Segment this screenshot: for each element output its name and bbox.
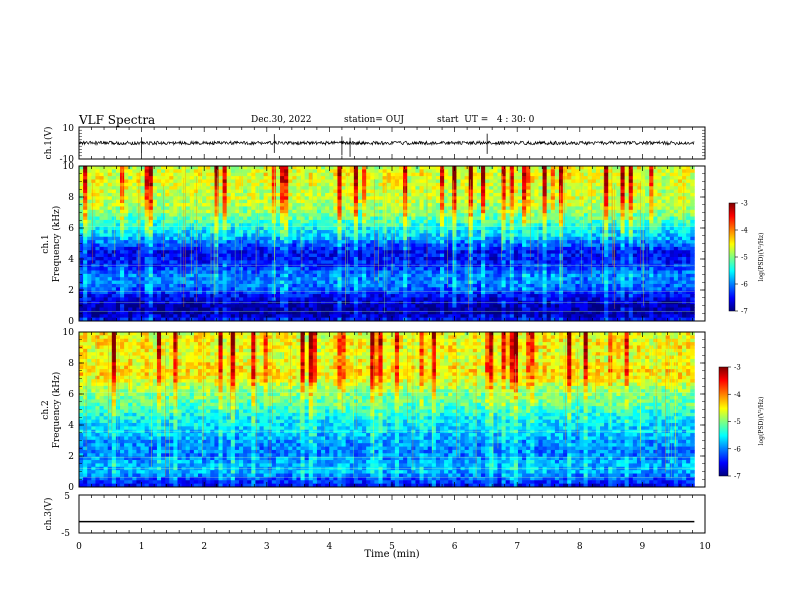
- time-axis-tick-label: 2: [201, 542, 207, 552]
- ch2-colorbar: -3 -4 -5 -6 -7 log(PSD)(V²/Hz): [718, 364, 765, 481]
- frequency-tick-label: 8: [68, 193, 74, 203]
- frequency-tick-label: 6: [68, 224, 74, 234]
- ch2-spectrogram-panel: 0 2 4 6 8 10 ch.2 Frequency (kHz): [41, 328, 706, 493]
- frequency-tick-label: 10: [63, 162, 75, 172]
- station-label: station= OUJ: [344, 115, 405, 125]
- ch1-spectrogram-ylabel-frequency: Frequency (kHz): [51, 206, 62, 283]
- time-axis-tick-label: 5: [389, 542, 395, 552]
- ch2-spectrogram-ylabel-channel: ch.2: [41, 400, 51, 419]
- frequency-tick-label: 6: [68, 390, 74, 400]
- frequency-tick-label: 4: [68, 421, 74, 431]
- time-axis-tick-label: 9: [640, 542, 646, 552]
- colorbar-tick-label: -3: [741, 200, 748, 208]
- colorbar-tick-label: -4: [734, 391, 741, 399]
- frequency-tick-label: 4: [68, 255, 74, 265]
- frequency-tick-label: 2: [68, 286, 74, 296]
- ch1-ytick-top: 10: [63, 124, 75, 134]
- ch2-spectrogram-ylabel-frequency: Frequency (kHz): [51, 372, 62, 449]
- frequency-tick-label: 10: [63, 328, 75, 338]
- frequency-tick-label: 0: [68, 317, 74, 327]
- date-label: Dec.30, 2022: [251, 115, 312, 125]
- colorbar-tick-label: -7: [734, 473, 741, 481]
- colorbar-tick-label: -4: [741, 227, 748, 235]
- colorbar-tick-label: -6: [741, 281, 748, 289]
- ch2-spectrogram-image: [79, 332, 695, 488]
- time-axis-tick-label: 8: [577, 542, 583, 552]
- time-axis-tick-label: 3: [264, 542, 270, 552]
- ch1-ytick-bottom: -10: [60, 155, 75, 165]
- chart-title: VLF Spectra: [79, 113, 156, 127]
- ch3-ytick-top: 5: [64, 492, 70, 502]
- ch1-colorbar-label: log(PSD)(V²/Hz): [758, 233, 765, 282]
- frequency-tick-label: 0: [68, 483, 74, 493]
- colorbar-tick-label: -3: [734, 364, 741, 372]
- ch1-waveform-noise: [78, 140, 695, 147]
- time-axis-tick-label: 0: [76, 542, 82, 552]
- ch3-waveform-ylabel: ch.3(V): [43, 498, 54, 531]
- colorbar-tick-label: -5: [741, 254, 748, 262]
- ch1-spectrogram-ylabel-channel: ch.1: [41, 234, 51, 253]
- ch1-waveform-trace: [78, 129, 705, 160]
- time-axis-tick-labels: 0 1 2 3 4 5 6 7 8 9 10: [76, 542, 711, 552]
- time-axis-tick-label: 6: [452, 542, 458, 552]
- ch3-ytick-bottom: -5: [61, 529, 70, 539]
- time-axis-tick-label: 1: [139, 542, 145, 552]
- time-axis-tick-label: 7: [514, 542, 520, 552]
- time-axis-label: Time (min): [364, 549, 419, 560]
- ch1-waveform-ylabel: ch.1(V): [43, 127, 54, 160]
- ch3-waveform-panel: 5 -5 ch.3(V): [43, 492, 706, 539]
- ch2-colorbar-label: log(PSD)(V²/Hz): [758, 397, 765, 446]
- colorbar-tick-label: -5: [734, 418, 741, 426]
- time-axis-ticks: [78, 127, 706, 533]
- ch1-waveform-panel: 10 -10 ch.1(V): [43, 124, 706, 165]
- colorbar-tick-label: -7: [741, 308, 748, 316]
- time-axis-tick-label: 4: [327, 542, 333, 552]
- start-time-label: start UT = 4 : 30: 0: [437, 115, 535, 125]
- ch1-spectrogram-image: [79, 166, 695, 322]
- time-axis-tick-label: 10: [699, 542, 711, 552]
- colorbar-tick-label: -6: [734, 445, 741, 453]
- ch1-spectrogram-panel: 0 2 4 6 8 10 ch.1 Frequency (kHz): [41, 162, 706, 327]
- ch1-colorbar: -3 -4 -5 -6 -7 log(PSD)(V²/Hz): [728, 200, 765, 316]
- frequency-tick-label: 8: [68, 359, 74, 369]
- frequency-tick-label: 2: [68, 452, 74, 462]
